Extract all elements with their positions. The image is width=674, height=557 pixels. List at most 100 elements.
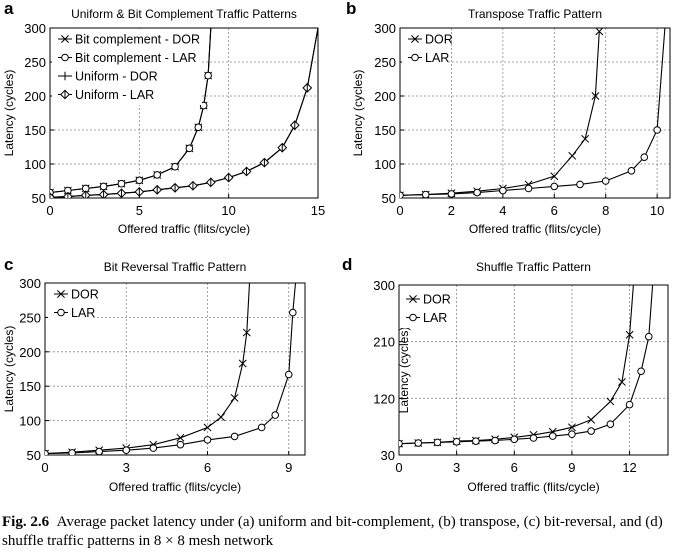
- data-point: [68, 449, 76, 455]
- data-point: [491, 436, 499, 445]
- y-tick-label: 210: [373, 335, 395, 350]
- data-point: [581, 134, 590, 143]
- data-point: [399, 439, 403, 448]
- y-tick-label: 300: [24, 21, 46, 36]
- y-tick-label: 200: [24, 89, 46, 104]
- y-tick-label: 150: [24, 123, 46, 138]
- x-tick-label: 6: [551, 203, 558, 218]
- legend-label: Bit complement - DOR: [75, 33, 200, 47]
- data-point: [627, 167, 636, 175]
- data-point: [472, 437, 480, 445]
- data-point: [548, 432, 557, 440]
- data-point: [277, 142, 288, 153]
- y-tick-label: 120: [373, 391, 395, 406]
- data-point: [116, 188, 127, 198]
- y-tick-label: 50: [32, 191, 46, 206]
- x-tick-label: 6: [204, 460, 211, 475]
- legend-label: DOR: [425, 33, 453, 47]
- data-point: [653, 126, 661, 134]
- data-point: [259, 157, 270, 168]
- series-line: [399, 285, 654, 445]
- legend-label: LAR: [71, 306, 95, 320]
- y-axis-label: Latency (cycles): [397, 327, 411, 414]
- caption-label: Fig. 2.6: [2, 514, 50, 530]
- data-point: [203, 436, 212, 444]
- data-point: [568, 430, 576, 439]
- data-point: [289, 120, 300, 131]
- legend-label: Uniform - LAR: [75, 88, 154, 102]
- legend-label: LAR: [423, 311, 447, 325]
- y-tick-label: 250: [19, 310, 41, 325]
- legend-marker: [411, 35, 419, 43]
- legend-bg: [48, 284, 93, 323]
- data-point: [591, 92, 600, 100]
- data-point: [223, 172, 234, 183]
- legend-marker: [57, 308, 65, 317]
- data-point: [194, 123, 203, 132]
- x-tick-label: 9: [568, 460, 575, 475]
- caption-text: Average packet latency under (a) uniform…: [2, 514, 663, 549]
- data-point: [302, 82, 313, 93]
- data-point: [550, 182, 559, 191]
- y-tick-label: 250: [374, 55, 396, 70]
- data-point: [625, 330, 634, 339]
- x-tick-label: 8: [602, 203, 609, 218]
- chart-panel-c: 0 3 6 9 50 100 150 200 250 300 c Bit Reversal Traff…: [2, 255, 306, 494]
- data-point: [284, 370, 293, 379]
- data-point: [203, 423, 212, 432]
- legend-label: DOR: [71, 288, 99, 302]
- data-point: [499, 186, 507, 195]
- data-point: [242, 328, 251, 337]
- data-point: [99, 182, 108, 191]
- data-point: [452, 437, 461, 446]
- series-line: [45, 283, 251, 455]
- x-tick-label: 3: [453, 460, 460, 475]
- x-tick-label: 15: [311, 203, 325, 218]
- data-point: [188, 180, 198, 191]
- data-point: [617, 378, 626, 386]
- legend-bg: [400, 289, 445, 328]
- data-point: [601, 177, 610, 185]
- legend-bg: [52, 29, 202, 105]
- y-tick-label: 150: [19, 379, 41, 394]
- data-point: [238, 359, 247, 368]
- legend-marker: [61, 53, 69, 62]
- series-group: [45, 283, 297, 455]
- data-point: [567, 423, 576, 432]
- legend-label: LAR: [425, 51, 449, 65]
- series-group: [399, 285, 654, 448]
- legend-label: DOR: [423, 293, 451, 307]
- data-point: [606, 420, 615, 428]
- legend: DOR LAR: [48, 284, 99, 323]
- data-point: [644, 332, 653, 341]
- legend-marker: [61, 35, 69, 43]
- data-point: [176, 433, 185, 442]
- legend-marker: [409, 295, 417, 303]
- x-axis-label: Offered traffic (flits/cycle): [467, 480, 599, 494]
- data-point: [524, 184, 533, 193]
- data-point: [529, 434, 538, 442]
- panel-label: a: [4, 0, 14, 18]
- y-axis-label: Latency (cycles): [2, 70, 16, 157]
- data-point: [199, 101, 208, 110]
- data-point: [625, 400, 634, 409]
- data-point: [217, 413, 225, 422]
- y-tick-label: 30: [381, 448, 395, 463]
- y-tick-label: 150: [374, 123, 396, 138]
- y-tick-label: 100: [19, 414, 41, 429]
- y-axis-label: Latency (cycles): [2, 326, 16, 413]
- x-tick-label: 0: [396, 203, 403, 218]
- chart-panel-a: 0 5 10 15 50 100 150 200 250 300 a Uniform & Bit Co…: [2, 0, 325, 236]
- data-point: [230, 432, 239, 441]
- y-tick-label: 200: [374, 89, 396, 104]
- legend-marker: [60, 71, 70, 81]
- data-point: [433, 438, 442, 447]
- data-point: [606, 397, 615, 406]
- chart-title: Uniform & Bit Complement Traffic Pattern…: [71, 7, 297, 21]
- x-tick-label: 12: [622, 460, 636, 475]
- data-point: [204, 71, 212, 80]
- data-point: [122, 446, 131, 454]
- data-point: [447, 190, 456, 198]
- data-point: [185, 144, 194, 153]
- y-tick-label: 200: [19, 345, 41, 360]
